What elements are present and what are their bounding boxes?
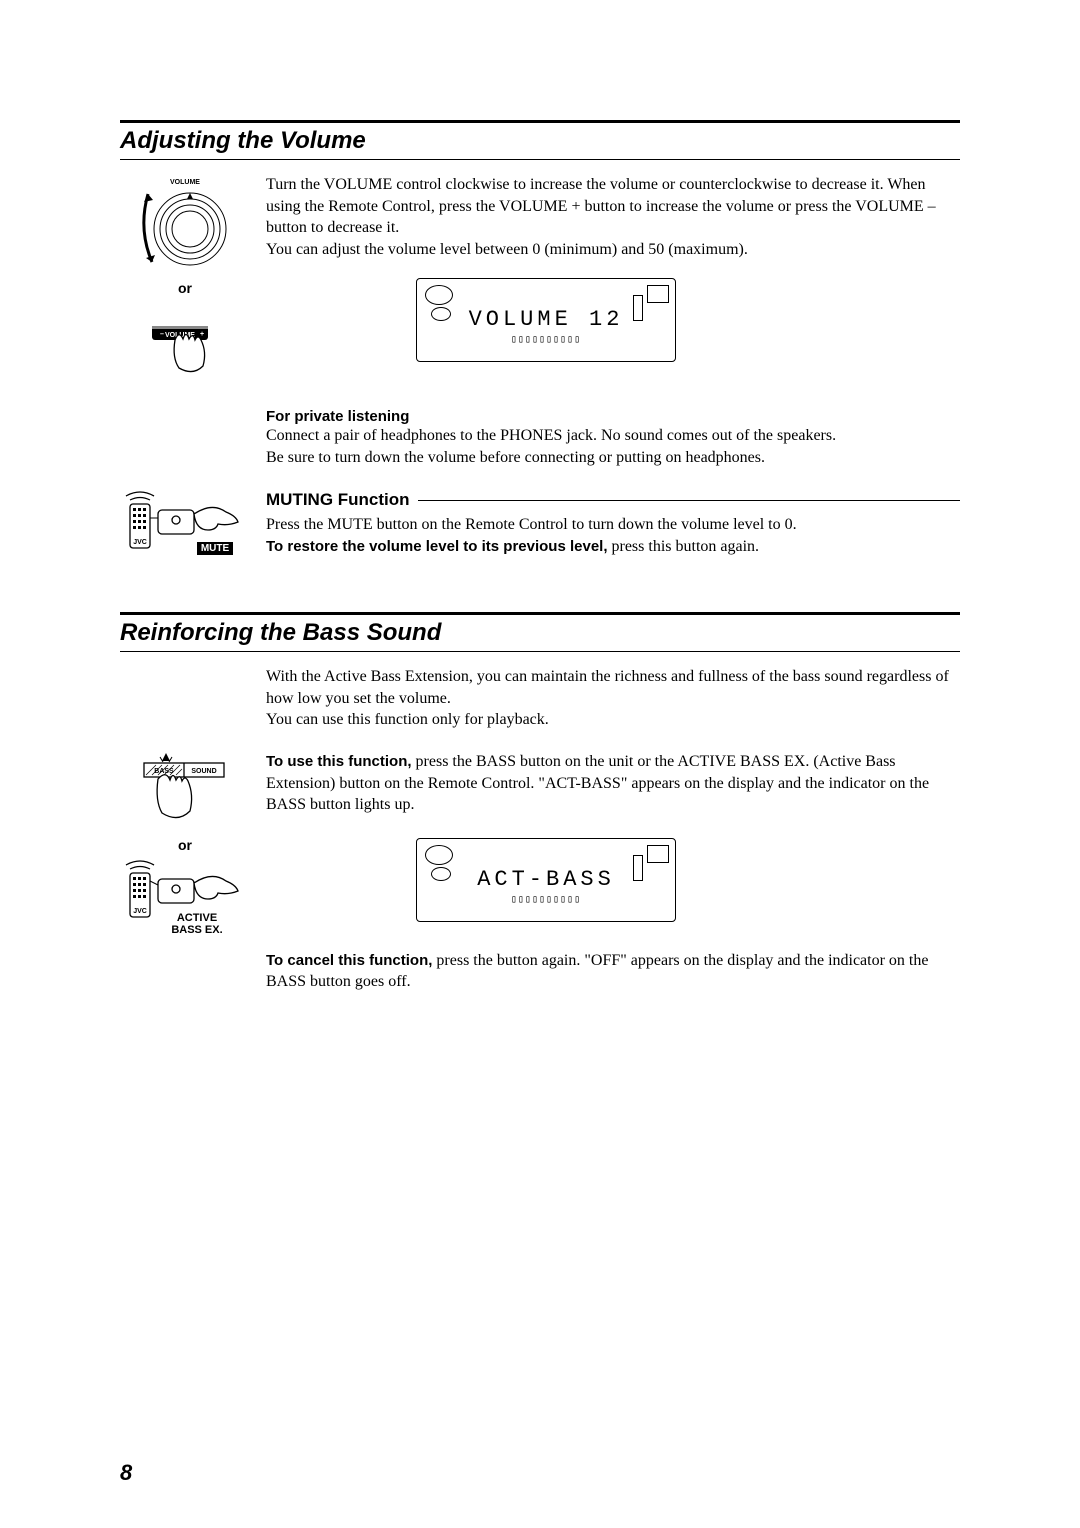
muting-restore-rest: press this button again.	[608, 538, 760, 555]
muting-heading-rule	[418, 500, 960, 501]
bass-use-instruction: To use this function, press the BASS but…	[266, 751, 960, 816]
bass-intro-1: With the Active Bass Extension, you can …	[266, 666, 960, 709]
private-listening-1: Connect a pair of headphones to the PHON…	[266, 425, 960, 447]
bass-illustrations: BASS SOUND or	[120, 751, 250, 993]
bass-use-bold: To use this function,	[266, 753, 412, 770]
rule-top-2	[120, 612, 960, 615]
mute-illustration: JVC MUTE	[120, 490, 250, 578]
knob-label: VOLUME	[170, 179, 200, 186]
lcd-bass-bar: ▯▯▯▯▯▯▯▯▯▯	[425, 894, 667, 906]
bass-cancel-bold: To cancel this function,	[266, 952, 432, 969]
remote-minus-label: –	[160, 331, 164, 338]
section-adjusting-volume: Adjusting the Volume VOLUME or	[120, 120, 960, 578]
bass-button-right-label: SOUND	[191, 768, 216, 775]
lcd-bass-text: ACT-BASS	[425, 867, 667, 892]
volume-illustrations: VOLUME or – + VOLUME	[120, 174, 250, 382]
heading-adjusting-volume: Adjusting the Volume	[120, 127, 960, 155]
private-listening-heading: For private listening	[266, 408, 960, 425]
page-number: 8	[120, 1460, 132, 1486]
bass-cancel-instruction: To cancel this function, press the butto…	[266, 950, 960, 993]
muting-restore-bold: To restore the volume level to its previ…	[266, 538, 608, 555]
muting-instruction-1: Press the MUTE button on the Remote Cont…	[266, 514, 960, 536]
jvc-label-2: JVC	[133, 908, 147, 915]
jvc-label-1: JVC	[133, 539, 147, 546]
lcd-volume-text: VOLUME 12	[425, 307, 667, 332]
muting-instruction-2: To restore the volume level to its previ…	[266, 536, 960, 558]
active-bass-ex-line2: BASS EX.	[161, 925, 233, 937]
bass-intro-2: You can use this function only for playb…	[266, 709, 960, 731]
or-label-2: or	[178, 837, 192, 853]
rule-under-heading-2	[120, 651, 960, 652]
lcd-volume-bar: ▯▯▯▯▯▯▯▯▯▯	[425, 334, 667, 346]
section-reinforcing-bass: Reinforcing the Bass Sound With the Acti…	[120, 612, 960, 993]
volume-instruction-1: Turn the VOLUME control clockwise to inc…	[266, 174, 960, 239]
remote-plus-label: +	[200, 331, 204, 338]
volume-knob-icon: VOLUME	[130, 174, 240, 274]
lcd-bass-display: ACT-BASS ▯▯▯▯▯▯▯▯▯▯	[416, 838, 676, 922]
remote-volume-icon: – + VOLUME	[130, 302, 240, 382]
muting-heading-text: MUTING Function	[266, 490, 410, 510]
rule-top	[120, 120, 960, 123]
volume-instruction-2: You can adjust the volume level between …	[266, 239, 960, 261]
lcd-volume-display: VOLUME 12 ▯▯▯▯▯▯▯▯▯▯	[416, 278, 676, 362]
private-listening-2: Be sure to turn down the volume before c…	[266, 447, 960, 469]
active-bass-ex-line1: ACTIVE	[161, 913, 233, 925]
or-label-1: or	[178, 280, 192, 296]
active-bass-ex-label: ACTIVE BASS EX.	[161, 913, 233, 936]
mute-button-label: MUTE	[197, 542, 233, 555]
heading-reinforcing-bass: Reinforcing the Bass Sound	[120, 619, 960, 647]
muting-heading: MUTING Function	[266, 490, 960, 510]
bass-sound-button-icon: BASS SOUND	[130, 751, 240, 831]
rule-under-heading	[120, 159, 960, 160]
